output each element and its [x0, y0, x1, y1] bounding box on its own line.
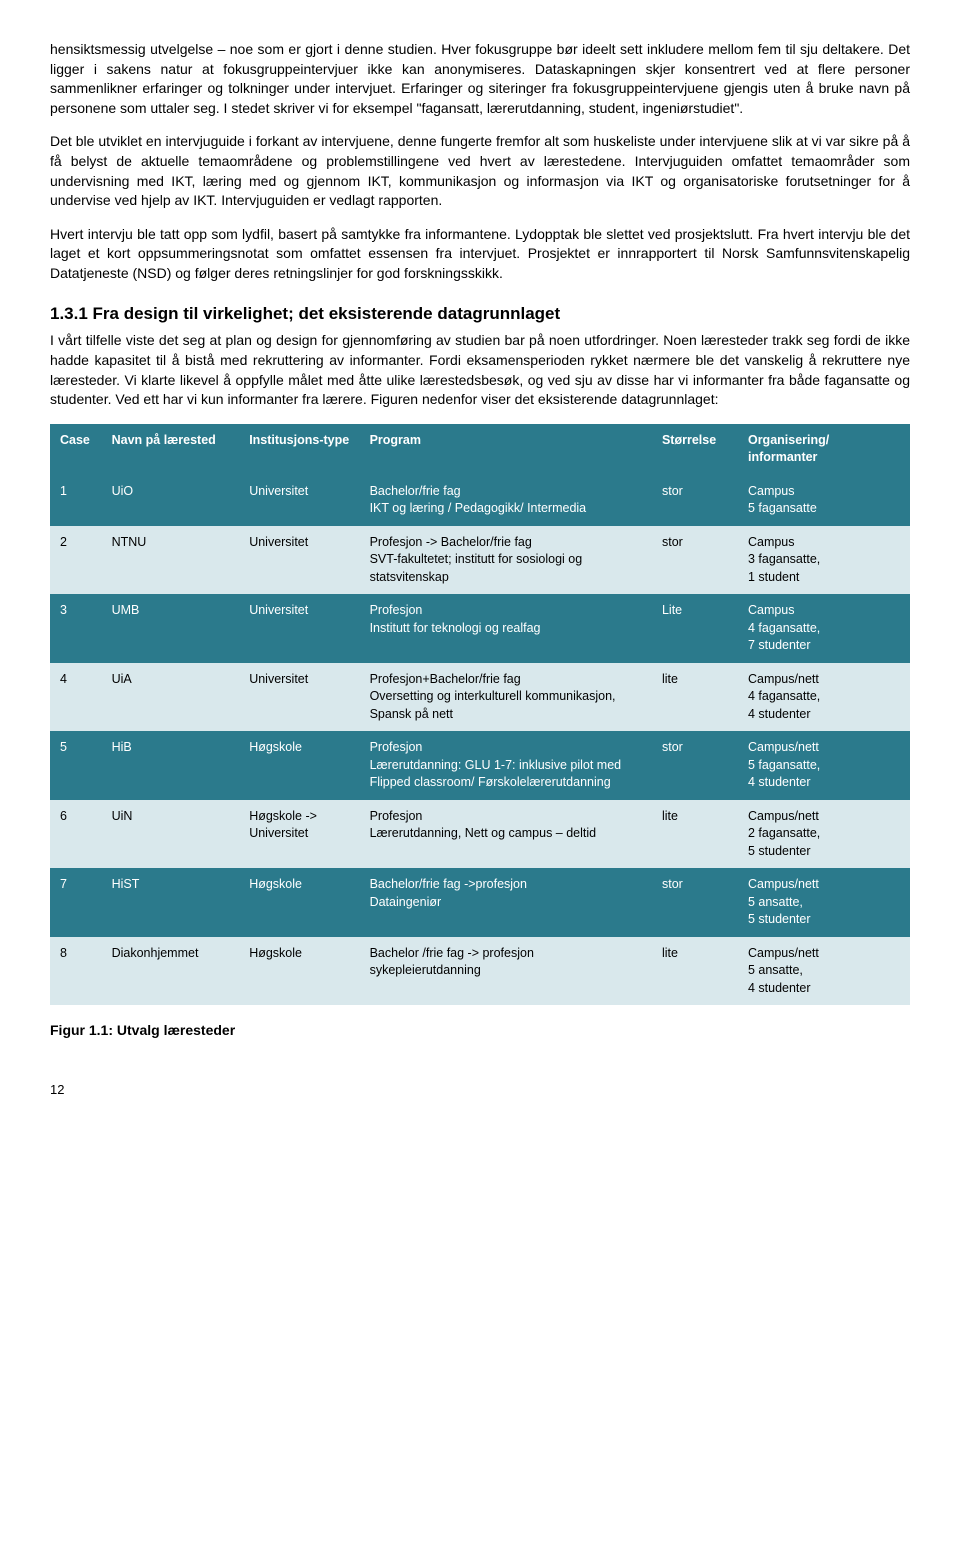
table-cell-name: HiB: [102, 731, 240, 800]
th-type: Institusjons-type: [239, 424, 359, 475]
data-table: Case Navn på lærested Institusjons-type …: [50, 424, 910, 1006]
th-size: Størrelse: [652, 424, 738, 475]
table-body: 1UiOUniversitetBachelor/frie fag IKT og …: [50, 475, 910, 1006]
paragraph-3: Hvert intervju ble tatt opp som lydfil, …: [50, 225, 910, 284]
table-row: 8DiakonhjemmetHøgskoleBachelor /frie fag…: [50, 937, 910, 1006]
table-cell-size: lite: [652, 937, 738, 1006]
page-number: 12: [50, 1081, 910, 1099]
table-cell-case: 5: [50, 731, 102, 800]
table-cell-org: Campus 4 fagansatte, 7 studenter: [738, 594, 910, 663]
table-cell-type: Universitet: [239, 663, 359, 732]
table-row: 2NTNUUniversitetProfesjon -> Bachelor/fr…: [50, 526, 910, 595]
table-cell-size: stor: [652, 868, 738, 937]
table-cell-case: 3: [50, 594, 102, 663]
table-cell-size: stor: [652, 526, 738, 595]
table-cell-type: Høgskole: [239, 937, 359, 1006]
table-cell-program: Profesjon Institutt for teknologi og rea…: [360, 594, 652, 663]
table-cell-org: Campus/nett 5 fagansatte, 4 studenter: [738, 731, 910, 800]
table-cell-type: Universitet: [239, 475, 359, 526]
table-cell-size: lite: [652, 800, 738, 869]
table-cell-type: Høgskole: [239, 868, 359, 937]
table-row: 3UMBUniversitetProfesjon Institutt for t…: [50, 594, 910, 663]
table-cell-org: Campus/nett 4 fagansatte, 4 studenter: [738, 663, 910, 732]
table-cell-type: Universitet: [239, 594, 359, 663]
table-cell-program: Profesjon Lærerutdanning: GLU 1-7: inklu…: [360, 731, 652, 800]
table-cell-type: Høgskole: [239, 731, 359, 800]
section-heading: 1.3.1 Fra design til virkelighet; det ek…: [50, 302, 910, 326]
table-cell-case: 1: [50, 475, 102, 526]
th-org: Organisering/ informanter: [738, 424, 910, 475]
table-cell-case: 2: [50, 526, 102, 595]
table-header-row: Case Navn på lærested Institusjons-type …: [50, 424, 910, 475]
table-row: 6UiNHøgskole -> UniversitetProfesjon Lær…: [50, 800, 910, 869]
table-cell-name: UiA: [102, 663, 240, 732]
table-row: 5HiBHøgskoleProfesjon Lærerutdanning: GL…: [50, 731, 910, 800]
table-cell-name: Diakonhjemmet: [102, 937, 240, 1006]
table-cell-case: 7: [50, 868, 102, 937]
table-cell-size: stor: [652, 475, 738, 526]
th-program: Program: [360, 424, 652, 475]
th-case: Case: [50, 424, 102, 475]
table-cell-name: HiST: [102, 868, 240, 937]
figure-caption: Figur 1.1: Utvalg læresteder: [50, 1021, 910, 1041]
table-cell-program: Profesjon Lærerutdanning, Nett og campus…: [360, 800, 652, 869]
table-cell-name: UMB: [102, 594, 240, 663]
paragraph-4: I vårt tilfelle viste det seg at plan og…: [50, 331, 910, 409]
table-cell-org: Campus 3 fagansatte, 1 student: [738, 526, 910, 595]
paragraph-1: hensiktsmessig utvelgelse – noe som er g…: [50, 40, 910, 118]
table-cell-size: Lite: [652, 594, 738, 663]
table-cell-type: Universitet: [239, 526, 359, 595]
table-cell-program: Profesjon -> Bachelor/frie fag SVT-fakul…: [360, 526, 652, 595]
table-cell-size: lite: [652, 663, 738, 732]
table-cell-program: Bachelor /frie fag -> profesjon sykeplei…: [360, 937, 652, 1006]
table-cell-program: Bachelor/frie fag IKT og læring / Pedago…: [360, 475, 652, 526]
table-row: 1UiOUniversitetBachelor/frie fag IKT og …: [50, 475, 910, 526]
table-cell-org: Campus/nett 5 ansatte, 5 studenter: [738, 868, 910, 937]
table-row: 4UiAUniversitetProfesjon+Bachelor/frie f…: [50, 663, 910, 732]
table-cell-org: Campus 5 fagansatte: [738, 475, 910, 526]
table-cell-name: UiN: [102, 800, 240, 869]
table-row: 7HiSTHøgskoleBachelor/frie fag ->profesj…: [50, 868, 910, 937]
table-cell-type: Høgskole -> Universitet: [239, 800, 359, 869]
table-cell-name: UiO: [102, 475, 240, 526]
table-cell-size: stor: [652, 731, 738, 800]
table-cell-org: Campus/nett 5 ansatte, 4 studenter: [738, 937, 910, 1006]
table-cell-case: 4: [50, 663, 102, 732]
table-cell-case: 8: [50, 937, 102, 1006]
table-cell-program: Profesjon+Bachelor/frie fag Oversetting …: [360, 663, 652, 732]
table-cell-org: Campus/nett 2 fagansatte, 5 studenter: [738, 800, 910, 869]
paragraph-2: Det ble utviklet en intervjuguide i fork…: [50, 132, 910, 210]
table-cell-case: 6: [50, 800, 102, 869]
table-cell-program: Bachelor/frie fag ->profesjon Dataingeni…: [360, 868, 652, 937]
table-cell-name: NTNU: [102, 526, 240, 595]
th-name: Navn på lærested: [102, 424, 240, 475]
